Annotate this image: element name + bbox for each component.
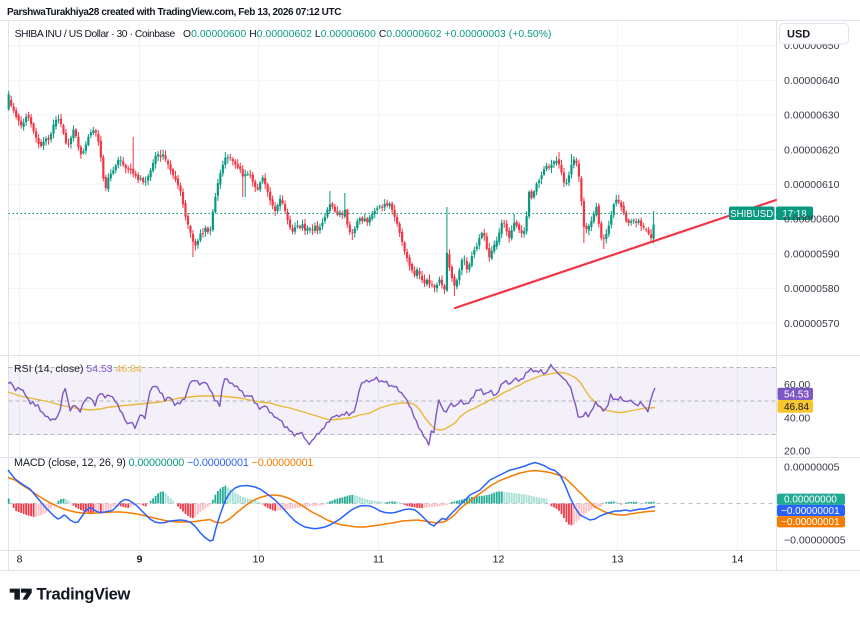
svg-text:−0.00000001: −0.00000001	[781, 517, 840, 528]
svg-text:0.00000570: 0.00000570	[784, 318, 840, 330]
svg-text:SHIBUSD: SHIBUSD	[730, 209, 773, 220]
svg-text:USD: USD	[787, 29, 810, 41]
svg-text:14: 14	[732, 554, 744, 566]
svg-text:40.00: 40.00	[784, 412, 810, 424]
svg-text:0.00000590: 0.00000590	[784, 248, 840, 260]
svg-text:11: 11	[373, 554, 384, 566]
svg-text:12: 12	[493, 554, 505, 566]
svg-text:0.00000000: 0.00000000	[784, 495, 837, 506]
svg-text:MACD (close, 12, 26, 9) 0.0000: MACD (close, 12, 26, 9) 0.00000000 −0.00…	[14, 457, 313, 469]
svg-text:46.84: 46.84	[784, 402, 809, 413]
svg-text:17:18: 17:18	[782, 209, 806, 220]
svg-text:SHIBA INU / US Dollar · 30 · C: SHIBA INU / US Dollar · 30 · Coinbase	[15, 29, 176, 40]
svg-text:54.53: 54.53	[784, 390, 809, 401]
svg-text:−0.00000001: −0.00000001	[781, 506, 840, 517]
svg-text:10: 10	[253, 554, 265, 566]
svg-text:0.00000600: 0.00000600	[784, 214, 840, 226]
svg-text:8: 8	[17, 554, 23, 566]
svg-text:ParshwaTurakhiya28 created wit: ParshwaTurakhiya28 created with TradingV…	[7, 7, 341, 18]
svg-text:TradingView: TradingView	[37, 586, 131, 604]
svg-text:0.00000610: 0.00000610	[784, 179, 840, 191]
svg-text:0.00000580: 0.00000580	[784, 283, 840, 295]
svg-text:20.00: 20.00	[784, 445, 810, 457]
svg-text:−0.00000005: −0.00000005	[784, 535, 846, 547]
svg-text:13: 13	[612, 554, 624, 566]
svg-text:0.00000620: 0.00000620	[784, 144, 840, 156]
svg-text:RSI (14, close) 54.53 46.84: RSI (14, close) 54.53 46.84	[14, 363, 142, 375]
svg-text:0.00000005: 0.00000005	[784, 462, 840, 474]
svg-text:O0.00000600 H0.00000602 L0.000: O0.00000600 H0.00000602 L0.00000600 C0.0…	[183, 29, 552, 40]
svg-text:9: 9	[137, 554, 143, 566]
svg-text:0.00000640: 0.00000640	[784, 75, 840, 87]
svg-text:0.00000630: 0.00000630	[784, 110, 840, 122]
